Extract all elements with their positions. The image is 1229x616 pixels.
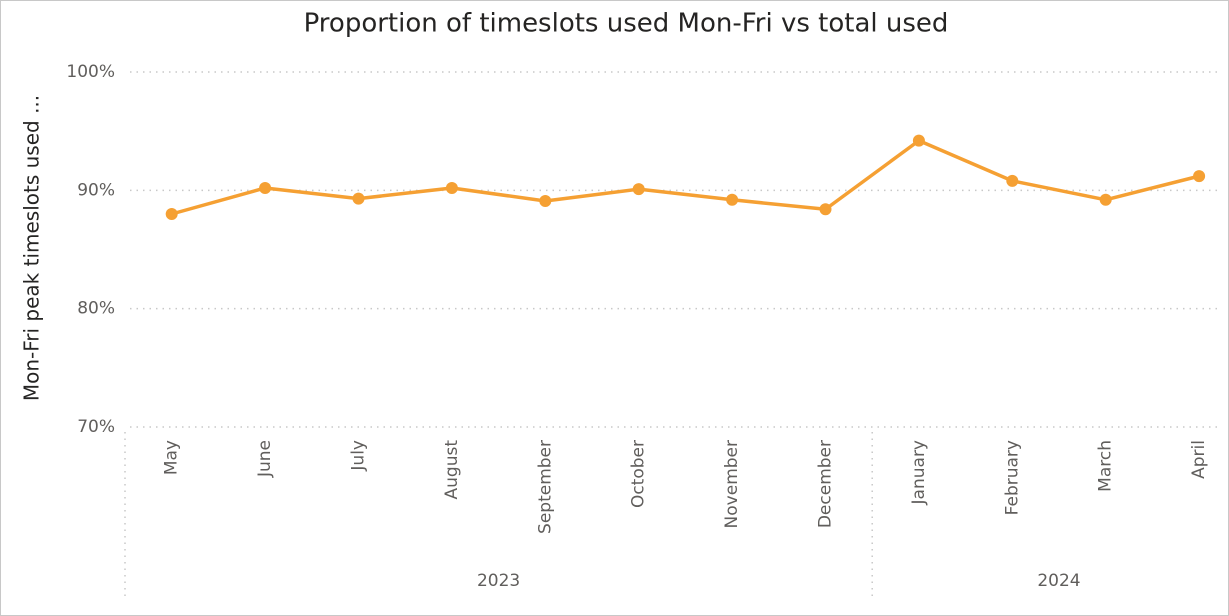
- x-tick-label: May: [162, 440, 182, 475]
- x-tick-label: September: [535, 440, 555, 534]
- y-tick-label: 100%: [66, 62, 115, 82]
- marker: [259, 181, 272, 194]
- marker: [1193, 170, 1206, 183]
- marker: [726, 193, 739, 206]
- chart-title: Proportion of timeslots used Mon-Fri vs …: [304, 9, 949, 39]
- marker: [1006, 174, 1019, 187]
- x-tick-label: January: [909, 440, 929, 505]
- y-tick-label: 80%: [77, 299, 115, 319]
- x-tick-label: April: [1189, 440, 1209, 479]
- x-tick-label: August: [442, 440, 462, 500]
- y-tick-label: 70%: [77, 417, 115, 437]
- x-tick-label: March: [1096, 440, 1116, 492]
- y-tick-label: 90%: [77, 180, 115, 200]
- marker: [819, 203, 832, 216]
- marker: [165, 208, 178, 220]
- group-label: 2023: [477, 571, 520, 591]
- x-tick-label: October: [629, 440, 649, 508]
- line: [171, 138, 1200, 216]
- x-tick-label: December: [816, 440, 836, 528]
- marker: [632, 183, 645, 196]
- marker: [352, 192, 365, 205]
- x-tick-label: July: [349, 440, 369, 472]
- marker: [445, 181, 458, 194]
- x-tick-label: November: [722, 440, 742, 528]
- x-tick-label: June: [255, 440, 275, 478]
- group-label: 2024: [1037, 571, 1080, 591]
- marker: [539, 194, 552, 207]
- marker: [1099, 193, 1112, 206]
- y-axis-title: Mon-Fri peak timeslots used ...: [20, 95, 44, 401]
- x-tick-label: February: [1002, 440, 1022, 515]
- marker: [912, 134, 925, 147]
